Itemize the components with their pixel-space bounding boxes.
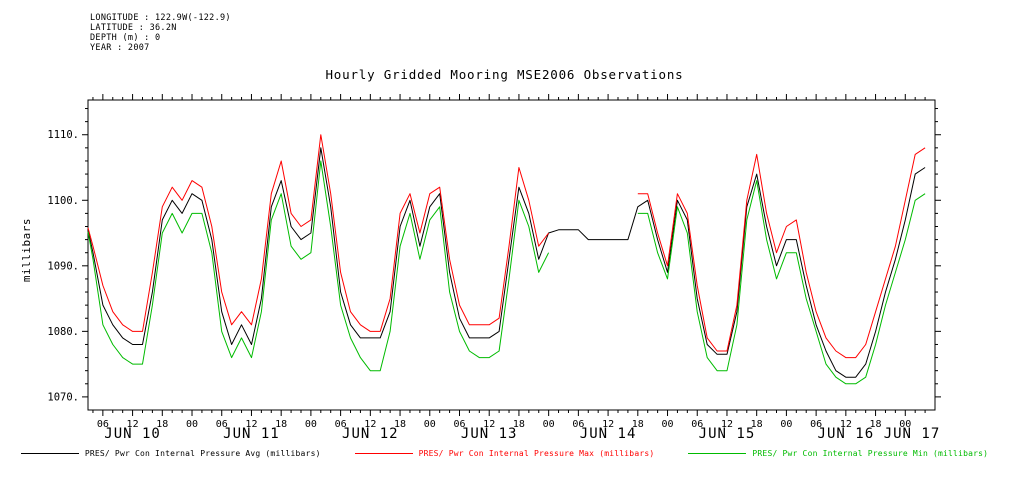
x-tick-label: 06 [810,419,822,430]
x-tick-label: 00 [305,419,317,430]
plot-frame [87,99,936,411]
legend-item-max: PRES/ Pwr Con Internal Pressure Max (mil… [354,449,655,458]
legend-item-min: PRES/ Pwr Con Internal Pressure Min (mil… [688,449,988,458]
x-tick-label: 06 [453,419,465,430]
legend-item-avg: PRES/ Pwr Con Internal Pressure Avg (mil… [20,449,321,458]
x-tick-label: 18 [156,419,168,430]
x-tick-label: 12 [602,419,614,430]
x-day-label: JUN 12 [342,426,399,442]
series-line-min [87,160,926,385]
y-tick-label: 1110. [47,129,79,141]
x-tick-label: 00 [899,419,911,430]
x-tick-label: 12 [127,419,139,430]
x-day-label: JUN 10 [104,426,161,442]
x-day-label: JUN 14 [580,426,637,442]
x-tick-label: 18 [275,419,287,430]
legend-line-sample-avg [20,453,79,454]
legend-line-sample-min [688,453,747,454]
x-tick-label: 12 [483,419,495,430]
x-tick-label: 00 [662,419,674,430]
x-tick-label: 18 [394,419,406,430]
x-tick-label: 18 [751,419,763,430]
legend-label-max: PRES/ Pwr Con Internal Pressure Max (mil… [418,449,655,458]
x-tick-label: 00 [543,419,555,430]
x-day-label: JUN 13 [461,426,518,442]
y-tick-label: 1070. [47,391,79,403]
x-tick-label: 18 [513,419,525,430]
y-tick-label: 1100. [47,195,79,207]
x-tick-label: 12 [245,419,257,430]
header-metadata: LONGITUDE : 122.9W(-122.9) LATITUDE : 36… [90,13,231,53]
legend-label-min: PRES/ Pwr Con Internal Pressure Min (mil… [752,449,989,458]
series-line-avg [87,147,926,378]
x-day-label: JUN 11 [223,426,280,442]
chart-title: Hourly Gridded Mooring MSE2006 Observati… [325,67,684,82]
x-day-label: JUN 15 [699,426,756,442]
y-tick-label: 1080. [47,326,79,338]
x-day-label: JUN 17 [884,426,941,442]
series-line-max [87,134,926,359]
x-day-label: JUN 16 [818,426,875,442]
x-tick-label: 00 [186,419,198,430]
x-tick-label: 12 [840,419,852,430]
x-tick-label: 12 [364,419,376,430]
y-tick-label: 1090. [47,260,79,272]
meta-year: YEAR : 2007 [90,43,150,53]
x-tick-label: 06 [97,419,109,430]
x-tick-label: 00 [780,419,792,430]
legend-line-sample-max [354,453,413,454]
meta-latitude: LATITUDE : 36.2N [90,23,177,33]
x-tick-label: 12 [721,419,733,430]
legend: PRES/ Pwr Con Internal Pressure Avg (mil… [0,449,1009,458]
meta-depth: DEPTH (m) : 0 [90,33,161,43]
x-tick-label: 06 [572,419,584,430]
legend-label-avg: PRES/ Pwr Con Internal Pressure Avg (mil… [84,449,321,458]
x-tick-label: 06 [335,419,347,430]
x-tick-label: 06 [216,419,228,430]
x-tick-label: 18 [632,419,644,430]
x-tick-label: 06 [691,419,703,430]
x-tick-label: 00 [424,419,436,430]
meta-longitude: LONGITUDE : 122.9W(-122.9) [90,13,231,23]
x-tick-label: 18 [870,419,882,430]
